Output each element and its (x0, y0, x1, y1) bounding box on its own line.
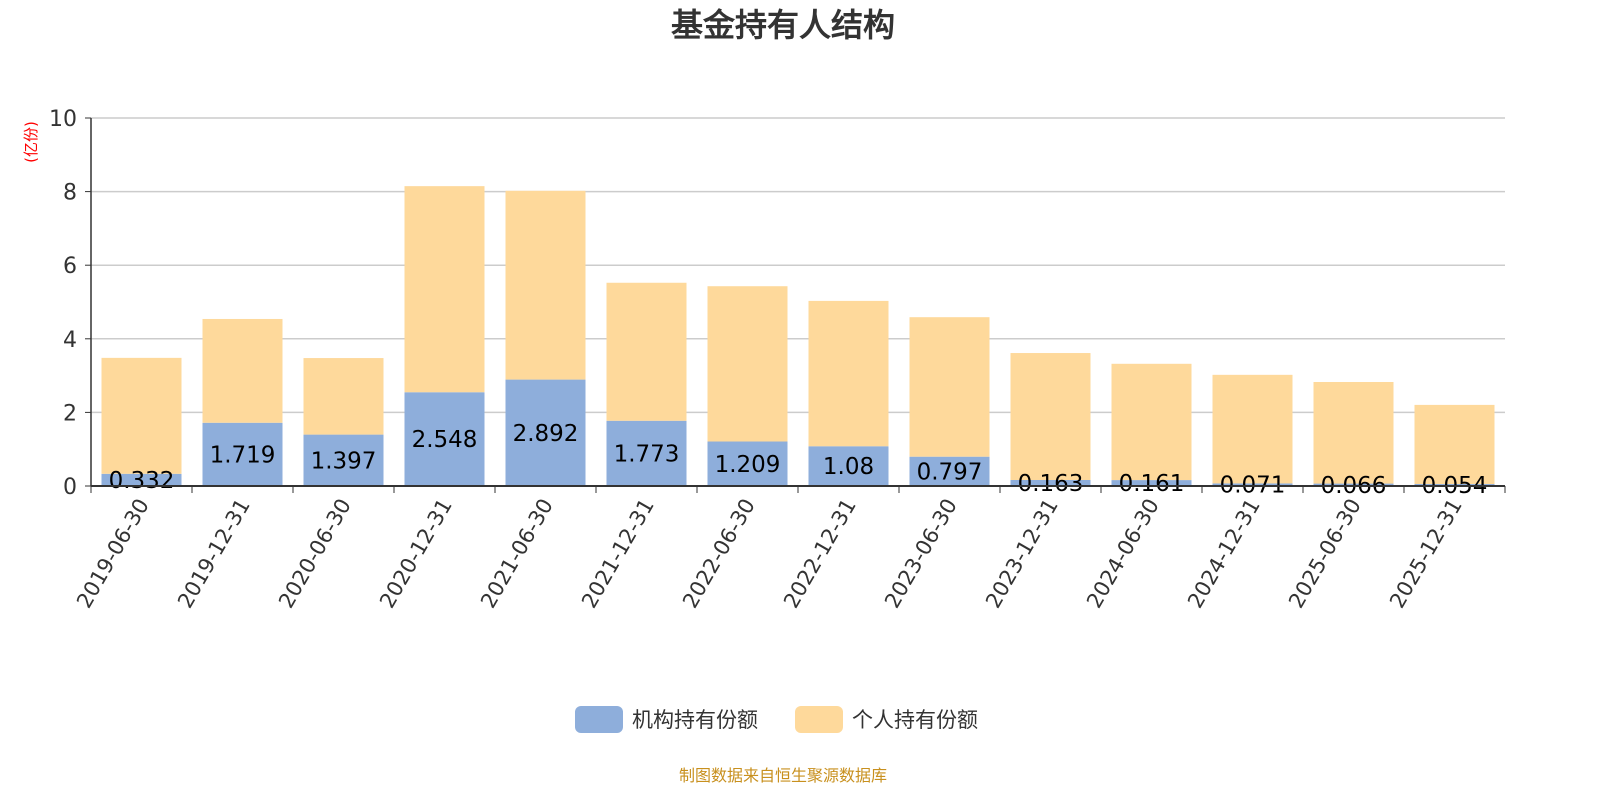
y-tick-label: 0 (63, 475, 77, 500)
bar-personal[interactable] (1111, 363, 1192, 481)
x-tick-label: 2023-06-30 (880, 495, 962, 613)
legend-swatch[interactable] (575, 706, 623, 733)
legend-label[interactable]: 机构持有份额 (632, 708, 758, 732)
bar-institutional[interactable] (909, 456, 990, 486)
bar-personal[interactable] (101, 357, 182, 474)
data-label: 2.548 (412, 427, 478, 453)
y-tick-label: 2 (63, 401, 77, 426)
data-label: 1.773 (614, 441, 680, 467)
y-tick-label: 8 (63, 181, 77, 206)
bar-institutional[interactable] (1212, 483, 1293, 486)
bar-personal[interactable] (303, 358, 384, 435)
x-tick-label: 2025-12-31 (1385, 495, 1467, 613)
x-tick-label: 2020-12-31 (375, 495, 457, 613)
y-tick-label: 6 (63, 254, 77, 279)
data-label: 0.332 (109, 468, 175, 494)
legend-swatch[interactable] (795, 706, 843, 733)
bar-personal[interactable] (505, 190, 586, 380)
bar-personal[interactable] (808, 300, 889, 447)
bar-personal[interactable] (1010, 353, 1091, 481)
x-tick-label: 2024-12-31 (1183, 495, 1265, 613)
bar-institutional[interactable] (808, 446, 889, 486)
bar-personal[interactable] (1313, 382, 1394, 484)
bar-institutional[interactable] (303, 434, 384, 486)
bar-personal[interactable] (404, 186, 485, 393)
legend-label[interactable]: 个人持有份额 (852, 708, 978, 732)
bar-personal[interactable] (1212, 374, 1293, 484)
chart-title: 基金持有人结构 (671, 6, 895, 44)
bar-institutional[interactable] (606, 420, 687, 486)
x-tick-label: 2025-06-30 (1284, 495, 1366, 613)
data-label: 1.719 (210, 442, 276, 468)
data-label: 1.209 (715, 452, 781, 478)
bar-personal[interactable] (606, 282, 687, 421)
x-tick-label: 2020-06-30 (274, 495, 356, 613)
y-tick-label: 4 (63, 328, 77, 353)
bar-institutional[interactable] (202, 422, 283, 486)
bar-institutional[interactable] (404, 392, 485, 486)
data-label: 1.08 (823, 454, 874, 480)
x-tick-label: 2023-12-31 (981, 495, 1063, 613)
bar-personal[interactable] (707, 286, 788, 442)
bar-institutional[interactable] (1111, 480, 1192, 486)
x-tick-label: 2021-12-31 (577, 495, 659, 613)
x-tick-label: 2024-06-30 (1082, 495, 1164, 613)
bar-personal[interactable] (202, 318, 283, 423)
data-label: 1.397 (311, 448, 377, 474)
x-tick-label: 2022-06-30 (678, 495, 760, 613)
data-label: 0.163 (1018, 471, 1084, 497)
bar-institutional[interactable] (707, 441, 788, 486)
data-label: 0.161 (1119, 471, 1185, 497)
x-tick-label: 2022-12-31 (779, 495, 861, 613)
y-axis-label: (亿份) (22, 121, 40, 163)
data-label: 0.797 (917, 459, 983, 485)
bar-institutional[interactable] (1010, 480, 1091, 486)
footer-source: 制图数据来自恒生聚源数据库 (679, 766, 887, 785)
bar-personal[interactable] (909, 317, 990, 457)
bar-institutional[interactable] (1313, 483, 1394, 486)
y-tick-label: 10 (49, 107, 77, 132)
bar-institutional[interactable] (505, 379, 586, 486)
bar-institutional[interactable] (101, 473, 182, 486)
x-tick-label: 2019-06-30 (72, 495, 154, 613)
x-tick-label: 2019-12-31 (173, 495, 255, 613)
x-tick-label: 2021-06-30 (476, 495, 558, 613)
data-label: 2.892 (513, 421, 579, 447)
bar-personal[interactable] (1414, 404, 1495, 485)
